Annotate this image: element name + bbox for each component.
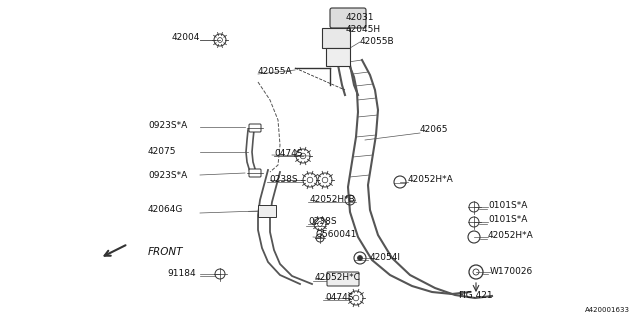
Text: 42055B: 42055B	[360, 37, 395, 46]
Text: 0101S*A: 0101S*A	[488, 201, 527, 210]
Bar	[326, 48, 350, 66]
Text: FRONT: FRONT	[148, 247, 184, 257]
Text: 0238S: 0238S	[308, 218, 337, 227]
Text: Q560041: Q560041	[315, 230, 356, 239]
Text: 0101S*A: 0101S*A	[488, 215, 527, 225]
Text: FIG.421: FIG.421	[458, 291, 493, 300]
Text: 42075: 42075	[148, 148, 177, 156]
Text: 0238S: 0238S	[269, 175, 298, 185]
Text: 42052H*C: 42052H*C	[315, 274, 361, 283]
Bar	[322, 28, 350, 48]
FancyBboxPatch shape	[327, 272, 359, 286]
Text: 42004: 42004	[172, 34, 200, 43]
Text: 42065: 42065	[420, 125, 449, 134]
Text: 42052H*A: 42052H*A	[408, 175, 454, 185]
Text: 42054I: 42054I	[370, 253, 401, 262]
Text: 0923S*A: 0923S*A	[148, 171, 188, 180]
Text: 91184: 91184	[168, 269, 196, 278]
FancyBboxPatch shape	[249, 169, 261, 177]
Text: 42031: 42031	[346, 13, 374, 22]
Text: 0474S: 0474S	[274, 148, 303, 157]
Text: 42064G: 42064G	[148, 205, 184, 214]
Text: 0923S*A: 0923S*A	[148, 122, 188, 131]
FancyBboxPatch shape	[249, 124, 261, 132]
Text: 42045H: 42045H	[346, 26, 381, 35]
Text: 42052H*B: 42052H*B	[310, 196, 356, 204]
Text: A420001633: A420001633	[585, 307, 630, 313]
Bar	[258, 205, 276, 217]
FancyBboxPatch shape	[330, 8, 366, 28]
Text: 42055A: 42055A	[258, 68, 292, 76]
Text: W170026: W170026	[490, 268, 533, 276]
Text: 42052H*A: 42052H*A	[488, 230, 534, 239]
Circle shape	[358, 255, 362, 260]
Text: 0474S: 0474S	[325, 293, 353, 302]
